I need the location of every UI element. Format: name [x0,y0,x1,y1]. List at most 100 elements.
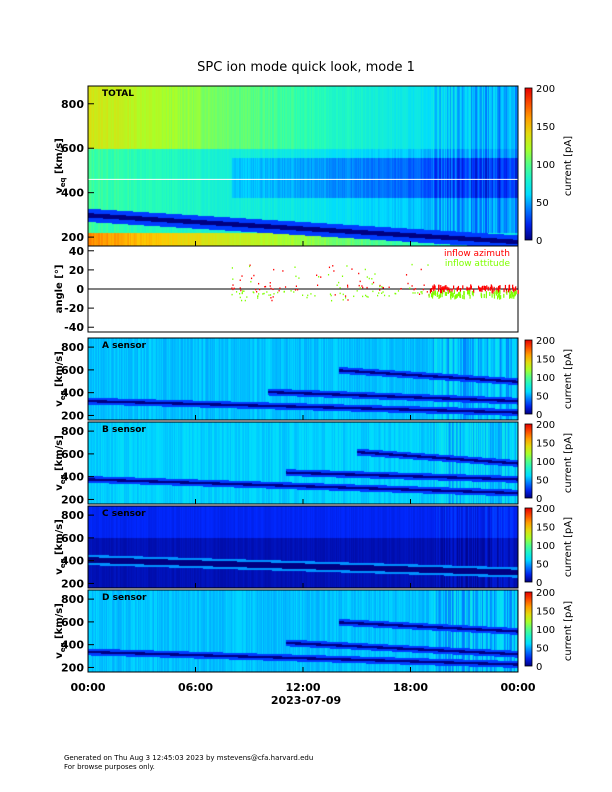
point-1-96 [514,292,516,297]
point-0-136 [334,294,336,296]
point-0-75 [496,287,498,292]
angle-tick-label-2: 0 [76,283,84,296]
point-0-60 [347,299,349,301]
x-tick-1: 06:00 [178,681,213,694]
point-1-40 [336,284,338,286]
point-0-88 [320,276,322,278]
point-0-37 [255,288,257,291]
point-0-121 [503,288,505,293]
point-1-82 [366,295,368,298]
point-1-88 [338,281,340,284]
point-0-99 [295,285,297,287]
panel-total: 200 400 600 800 TOTAL veq [km/s] 0 50 100 150 200 c… [54,84,574,247]
y-axis-label-B: veq [km/s] [54,435,67,491]
colorbar-C [524,507,533,583]
point-0-93 [272,296,274,298]
point-1-72 [462,294,464,299]
point-1-195 [459,291,461,296]
series-1 [231,263,517,302]
point-1-233 [463,295,465,300]
y-axis-label-total: veq [km/s] [54,138,67,194]
y-label-sub: eq [59,559,67,569]
point-1-153 [295,275,297,278]
point-0-12 [270,297,272,299]
point-1-83 [381,286,383,288]
point-1-27 [445,291,448,296]
point-0-215 [466,286,468,291]
y-tick-label-B-1: 400 [61,471,84,484]
point-1-164 [455,294,457,299]
point-1-84 [329,293,332,295]
figure-title: SPC ion mode quick look, mode 1 [197,60,415,75]
point-0-90 [426,291,428,293]
point-1-194 [463,290,465,295]
colorbar-label-D: current [pA] [563,601,574,661]
point-0-246 [512,287,514,292]
legend-1: inflow attitude [445,259,511,269]
colorbar-tick-total-3: 150 [536,122,555,133]
point-1-213 [513,294,515,299]
point-1-85 [515,290,517,295]
point-1-197 [433,290,435,295]
colorbar-label-B: current [pA] [563,433,574,493]
point-0-111 [359,280,361,283]
point-1-108 [456,293,458,298]
point-1-168 [467,290,469,295]
y-tick-label-B-3: 800 [61,425,84,438]
point-0-161 [232,288,234,291]
point-0-214 [479,287,481,292]
y-label-v: v [54,568,65,575]
point-1-226 [307,294,309,297]
colorbar-label-total: current [pA] [563,136,574,196]
point-1-77 [330,294,332,297]
point-1-111 [453,290,456,295]
point-0-159 [379,289,381,291]
point-1-55 [359,287,361,289]
point-0-114 [344,295,347,297]
point-1-35 [269,294,272,296]
point-0-207 [442,287,444,292]
point-0-249 [483,285,485,290]
point-0-204 [284,286,287,288]
point-1-212 [242,290,244,292]
point-1-81 [512,292,514,297]
point-1-230 [376,294,379,297]
x-tick-4: 00:00 [500,681,535,694]
point-0-62 [239,287,241,289]
point-1-198 [450,295,452,300]
point-1-210 [491,293,493,298]
legend-0: inflow azimuth [444,249,510,259]
colorbar-tick-A-2: 100 [536,373,555,384]
point-0-158 [489,286,491,291]
colorbar-tick-C-2: 100 [536,541,555,552]
point-1-41 [414,292,416,294]
colorbar-tick-C-4: 200 [536,504,555,515]
colorbar-D [524,591,533,667]
colorbar-tick-total-1: 50 [536,198,549,209]
point-0-229 [240,289,242,292]
point-1-147 [314,295,316,297]
point-1-218 [459,294,462,299]
y-label-sub: eq [59,391,67,401]
point-1-165 [489,291,491,296]
point-0-186 [282,270,284,272]
point-1-171 [341,275,344,278]
point-0-102 [231,287,233,289]
colorbar-tick-D-4: 200 [536,588,555,599]
colorbar-label-A: current [pA] [563,349,574,409]
point-0-224 [328,266,331,269]
point-1-176 [364,268,366,271]
point-0-115 [445,284,447,289]
y-label-unit: [km/s] [54,351,65,390]
point-1-214 [506,290,508,295]
y-label-sub: eq [59,178,67,188]
point-0-126 [296,288,299,291]
point-1-148 [441,293,443,298]
point-1-113 [459,293,461,298]
point-1-150 [496,290,498,295]
point-1-209 [364,294,367,297]
point-1-243 [258,293,260,295]
point-1-255 [485,291,488,296]
point-1-2 [262,293,264,295]
